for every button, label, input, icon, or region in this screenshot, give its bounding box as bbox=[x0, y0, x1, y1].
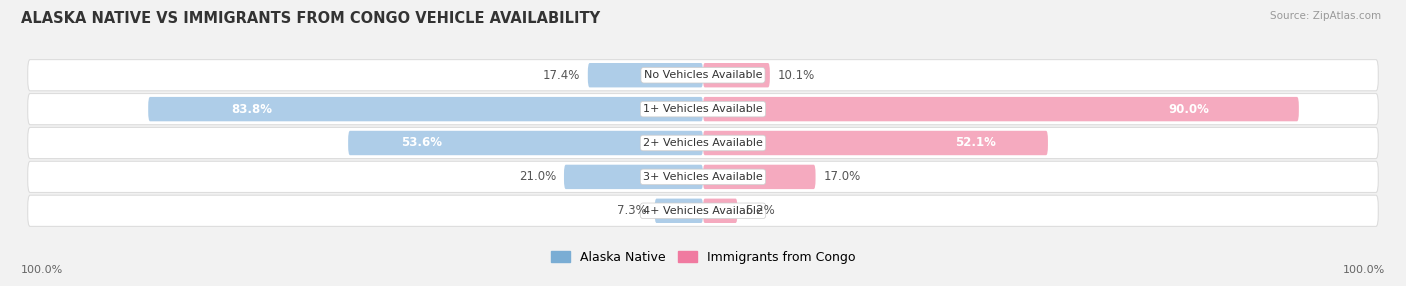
Text: 17.0%: 17.0% bbox=[824, 170, 860, 183]
Text: ALASKA NATIVE VS IMMIGRANTS FROM CONGO VEHICLE AVAILABILITY: ALASKA NATIVE VS IMMIGRANTS FROM CONGO V… bbox=[21, 11, 600, 26]
FancyBboxPatch shape bbox=[655, 198, 703, 223]
Text: 90.0%: 90.0% bbox=[1168, 103, 1209, 116]
Text: 100.0%: 100.0% bbox=[21, 265, 63, 275]
FancyBboxPatch shape bbox=[588, 63, 703, 88]
Text: No Vehicles Available: No Vehicles Available bbox=[644, 70, 762, 80]
FancyBboxPatch shape bbox=[703, 198, 737, 223]
Text: 52.1%: 52.1% bbox=[955, 136, 997, 150]
Text: 21.0%: 21.0% bbox=[519, 170, 555, 183]
Text: 53.6%: 53.6% bbox=[401, 136, 443, 150]
FancyBboxPatch shape bbox=[703, 63, 770, 88]
FancyBboxPatch shape bbox=[703, 97, 1299, 121]
Text: 10.1%: 10.1% bbox=[778, 69, 815, 82]
Text: 100.0%: 100.0% bbox=[1343, 265, 1385, 275]
FancyBboxPatch shape bbox=[28, 59, 1378, 91]
Text: 7.3%: 7.3% bbox=[617, 204, 647, 217]
Text: 83.8%: 83.8% bbox=[232, 103, 273, 116]
FancyBboxPatch shape bbox=[28, 127, 1378, 159]
Legend: Alaska Native, Immigrants from Congo: Alaska Native, Immigrants from Congo bbox=[546, 246, 860, 269]
FancyBboxPatch shape bbox=[28, 195, 1378, 227]
Text: 17.4%: 17.4% bbox=[543, 69, 579, 82]
Text: 4+ Vehicles Available: 4+ Vehicles Available bbox=[643, 206, 763, 216]
FancyBboxPatch shape bbox=[148, 97, 703, 121]
Text: 5.2%: 5.2% bbox=[745, 204, 775, 217]
Text: 3+ Vehicles Available: 3+ Vehicles Available bbox=[643, 172, 763, 182]
Text: 1+ Vehicles Available: 1+ Vehicles Available bbox=[643, 104, 763, 114]
Text: 2+ Vehicles Available: 2+ Vehicles Available bbox=[643, 138, 763, 148]
FancyBboxPatch shape bbox=[703, 165, 815, 189]
Text: Source: ZipAtlas.com: Source: ZipAtlas.com bbox=[1270, 11, 1381, 21]
FancyBboxPatch shape bbox=[349, 131, 703, 155]
FancyBboxPatch shape bbox=[703, 131, 1047, 155]
FancyBboxPatch shape bbox=[28, 161, 1378, 192]
FancyBboxPatch shape bbox=[564, 165, 703, 189]
FancyBboxPatch shape bbox=[28, 94, 1378, 125]
